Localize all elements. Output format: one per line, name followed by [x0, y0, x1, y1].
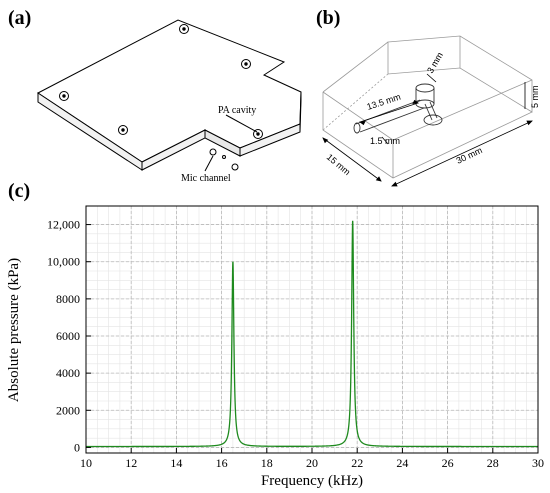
x-tick-label: 22: [351, 456, 363, 470]
x-tick-label: 10: [80, 456, 92, 470]
dim-30-label: 30 mm: [455, 145, 484, 166]
dim-3-label: 3 mm: [425, 51, 445, 75]
device-3d-drawing: [37, 19, 302, 172]
x-tick-label: 18: [261, 456, 273, 470]
y-tick-label: 12,000: [47, 218, 80, 232]
mic-channel-label: Mic channel: [181, 173, 231, 184]
mic-channel-leader: [204, 155, 214, 172]
dim-1-5-label: 1.5 mm: [370, 136, 400, 146]
x-tick-label: 12: [125, 456, 137, 470]
x-axis-ticks: 10 12 14 16 18 20 22 24 26 28 30: [80, 448, 544, 470]
y-axis-title: Absolute pressure (kPa): [6, 258, 22, 402]
y-axis-ticks: 0 2000 4000 6000 8000 10,000 12,000: [47, 218, 91, 454]
y-tick-label: 0: [74, 440, 80, 454]
y-tick-label: 2000: [56, 403, 80, 417]
x-tick-label: 20: [306, 456, 318, 470]
panel-c-label: (c): [8, 180, 30, 202]
series-line: [86, 220, 538, 448]
x-tick-label: 24: [396, 456, 408, 470]
y-tick-label: 6000: [56, 329, 80, 343]
panel-a-label: (a): [8, 7, 31, 29]
cell-wireframe: [322, 35, 533, 179]
x-tick-label: 30: [532, 456, 544, 470]
x-tick-label: 14: [170, 456, 182, 470]
pressure-spectrum-chart: 10 12 14 16 18 20 22 24 26 28 30 0 2000 4000 6000 8000…: [6, 205, 544, 489]
y-tick-label: 10,000: [47, 255, 80, 269]
x-tick-label: 26: [442, 456, 454, 470]
mic-channel-ports: [209, 148, 239, 171]
device-side-end: [299, 91, 302, 133]
dim-15-label: 15 mm: [325, 152, 353, 177]
y-tick-label: 8000: [56, 292, 80, 306]
panel-b-label: (b): [316, 7, 340, 29]
series-layer: [86, 220, 538, 448]
x-axis-title: Frequency (kHz): [261, 473, 363, 489]
dim-5-label: 5 mm: [530, 86, 540, 109]
dimension-lines: [322, 73, 533, 187]
screw-hole-icon: [59, 24, 263, 139]
y-tick-label: 4000: [56, 366, 80, 380]
pa-cavity-label: PA cavity: [218, 105, 256, 116]
pa-cavity-leader: [225, 114, 258, 133]
x-tick-label: 28: [487, 456, 499, 470]
x-tick-label: 16: [216, 456, 228, 470]
